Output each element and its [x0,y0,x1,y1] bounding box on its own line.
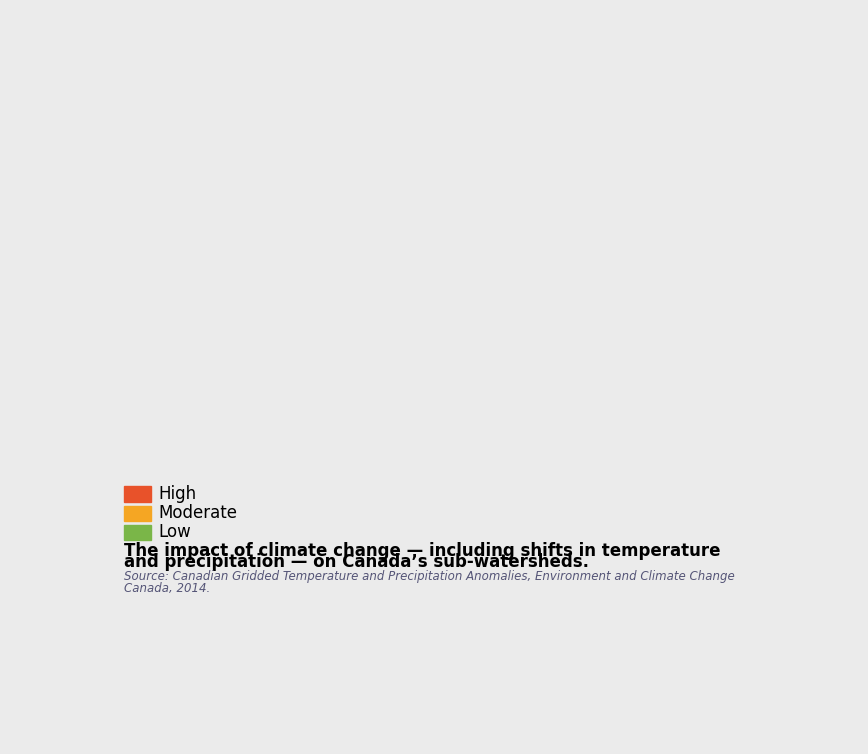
Text: High: High [159,485,197,503]
Text: Source: Canadian Gridded Temperature and Precipitation Anomalies, Environment an: Source: Canadian Gridded Temperature and… [124,570,734,583]
Bar [124,486,151,501]
Text: The impact of climate change — including shifts in temperature: The impact of climate change — including… [124,541,720,559]
Text: Canada, 2014.: Canada, 2014. [124,582,210,595]
Text: Moderate: Moderate [159,504,238,523]
Text: Low: Low [159,523,192,541]
Bar [124,505,151,521]
Bar [124,525,151,540]
Text: and precipitation — on Canada’s sub-watersheds.: and precipitation — on Canada’s sub-wate… [124,553,589,571]
